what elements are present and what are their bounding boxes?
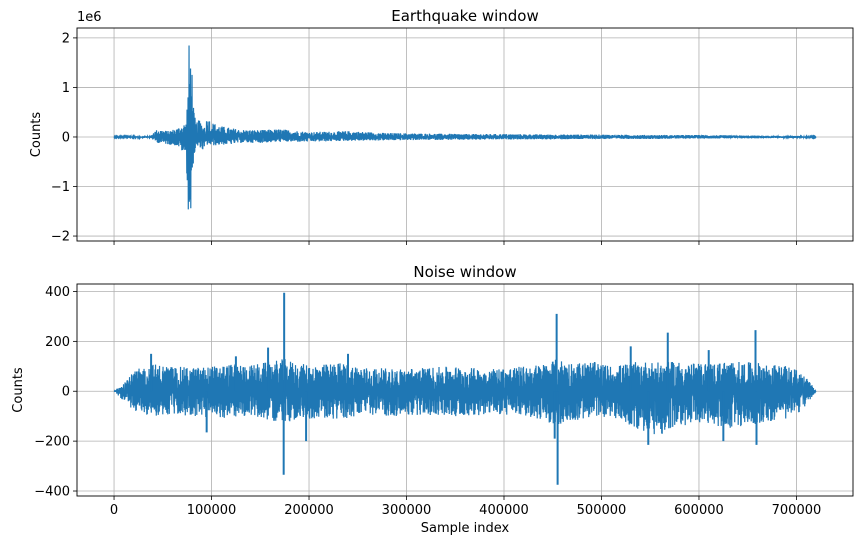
- noise-ytick-label: 400: [45, 285, 70, 300]
- noise-xtick-label: 700000: [772, 503, 822, 518]
- noise-xtick-label: 600000: [674, 503, 724, 518]
- noise-title: Noise window: [413, 263, 516, 281]
- earthquake-ytick-label: −2: [51, 230, 70, 245]
- earthquake-ytick-label: 0: [62, 130, 70, 145]
- noise-xlabel: Sample index: [421, 521, 510, 536]
- earthquake-ytick-label: −1: [51, 180, 70, 195]
- earthquake-title: Earthquake window: [391, 7, 539, 25]
- earthquake-ytick-label: 2: [62, 31, 70, 46]
- noise-ytick-label: −200: [34, 435, 70, 450]
- earthquake-ylabel: Counts: [29, 112, 44, 158]
- earthquake-axes-frame: [76, 27, 854, 242]
- noise-xtick-label: 300000: [382, 503, 432, 518]
- noise-xtick-label: 200000: [284, 503, 334, 518]
- noise-ytick-label: 200: [45, 335, 70, 350]
- noise-xtick-label: 0: [110, 503, 118, 518]
- noise-ytick-label: −400: [34, 485, 70, 500]
- noise-axes-frame: [76, 283, 854, 497]
- noise-ylabel: Counts: [11, 367, 26, 413]
- earthquake-trace: [113, 45, 817, 210]
- noise-trace-line: [113, 359, 817, 435]
- noise-ticks: 0 100000 200000 300000 400000 500000 600000 700…: [34, 285, 821, 518]
- noise-xtick-label: 400000: [479, 503, 529, 518]
- earthquake-trace-line: [113, 45, 817, 210]
- earthquake-ytick-label: 1: [62, 81, 70, 96]
- noise-trace: [113, 292, 817, 485]
- earthquake-ticks: −2 −1 0 1 2: [51, 31, 797, 245]
- noise-xtick-label: 100000: [187, 503, 237, 518]
- noise-panel: 0 100000 200000 300000 400000 500000 600000 700…: [11, 263, 854, 536]
- noise-xtick-label: 500000: [577, 503, 627, 518]
- earthquake-scale-label: 1e6: [77, 10, 102, 25]
- earthquake-panel: −2 −1 0 1 2 Earthquake window Counts 1e6: [29, 7, 854, 245]
- noise-ytick-label: 0: [62, 385, 70, 400]
